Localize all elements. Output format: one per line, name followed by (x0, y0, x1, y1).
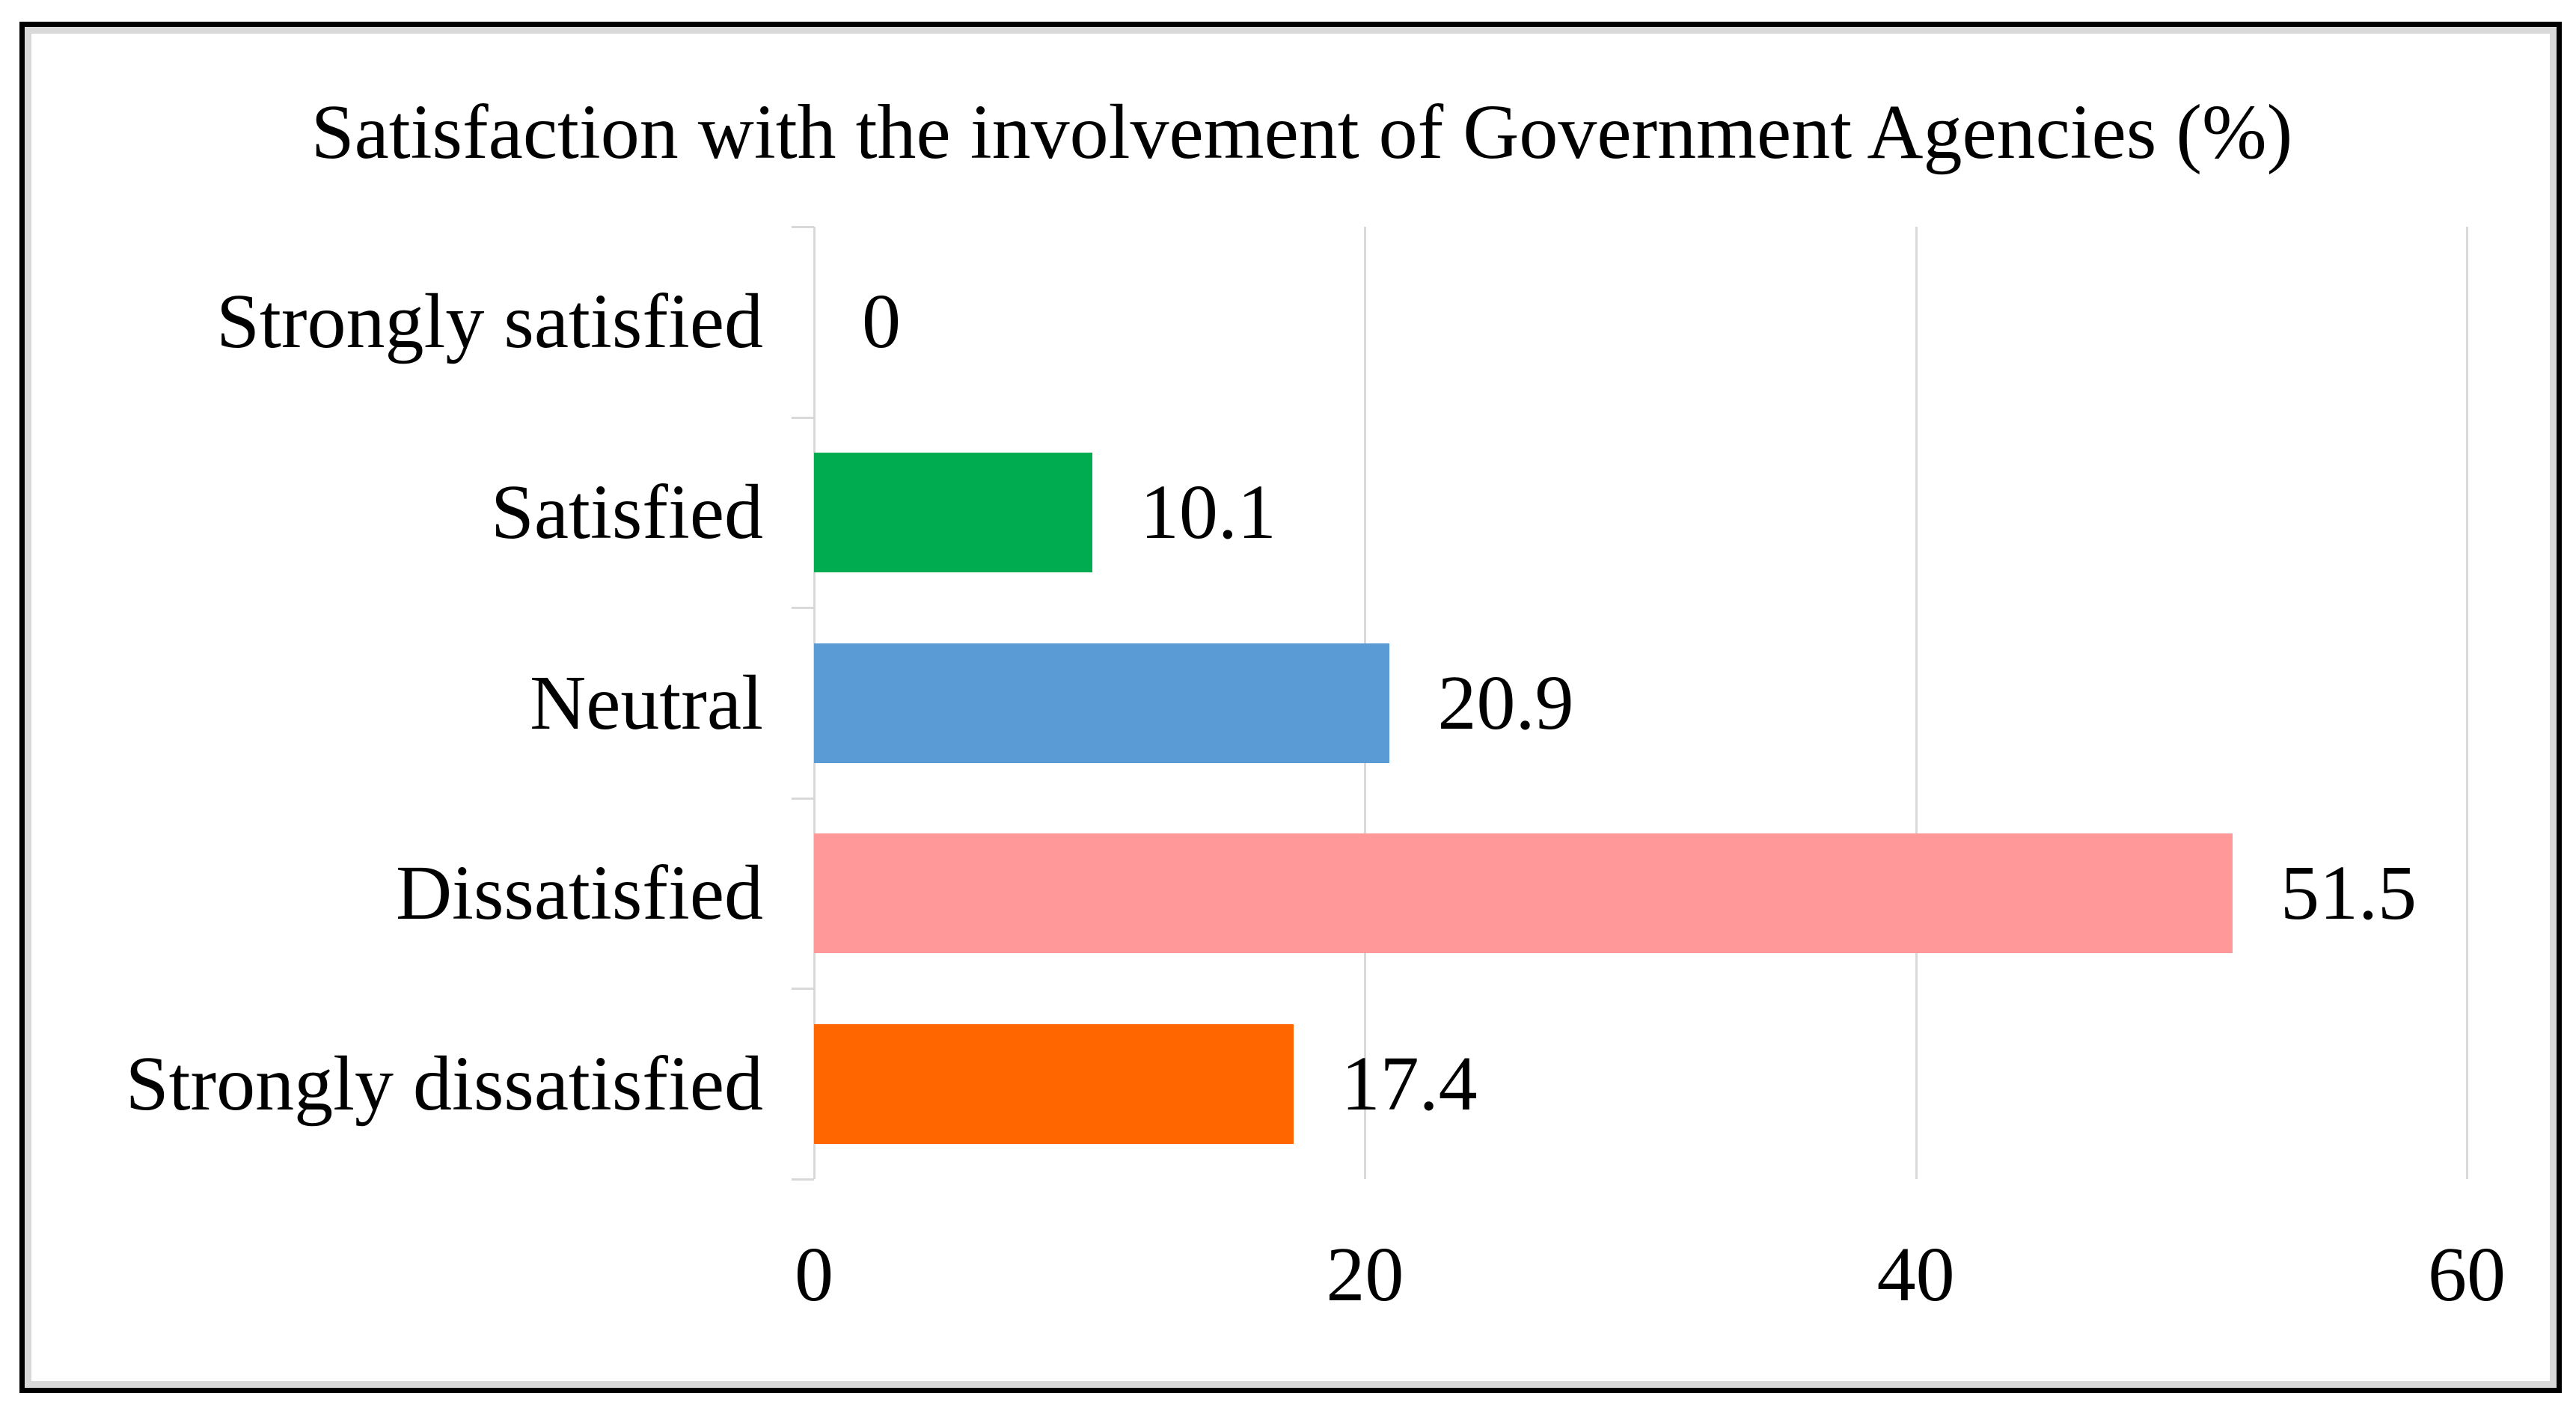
category-axis-tick (792, 988, 814, 991)
category-axis-tick (792, 797, 814, 800)
bar (814, 452, 1092, 572)
chart-frame (19, 22, 2562, 1393)
bar (814, 1023, 1294, 1144)
category-label: Satisfied (491, 468, 763, 555)
category-label: Neutral (530, 659, 763, 746)
bar (814, 643, 1390, 763)
x-axis-tick-label: 0 (795, 1231, 833, 1317)
gridline (2466, 227, 2468, 1179)
bar-value-label: 51.5 (2280, 850, 2417, 937)
bar-value-label: 17.4 (1341, 1040, 1478, 1127)
category-label: Strongly dissatisfied (125, 1040, 763, 1127)
chart-title: Satisfaction with the involvement of Gov… (310, 89, 2293, 175)
chart-frame-inner-border (25, 27, 2557, 1388)
x-axis-tick-label: 40 (1876, 1231, 1955, 1317)
category-axis-tick (792, 1178, 814, 1181)
bar (814, 833, 2233, 954)
x-axis-tick-label: 60 (2428, 1231, 2506, 1317)
bar-value-label: 10.1 (1139, 468, 1276, 555)
category-axis-tick (792, 607, 814, 610)
bar-value-label: 20.9 (1437, 659, 1574, 746)
x-axis-tick-label: 20 (1326, 1231, 1404, 1317)
bar-value-label: 0 (862, 278, 901, 365)
gridline (1915, 227, 1918, 1179)
category-label: Dissatisfied (395, 850, 763, 937)
category-axis-tick (792, 416, 814, 419)
category-axis-tick (792, 226, 814, 228)
category-label: Strongly satisfied (216, 278, 763, 365)
